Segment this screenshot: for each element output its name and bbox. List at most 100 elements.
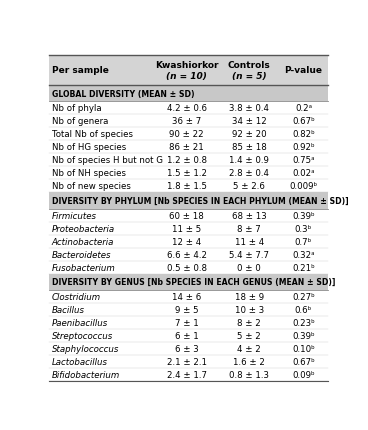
Text: Nb of phyla: Nb of phyla [52,104,101,113]
Bar [49,167,328,180]
Text: 60 ± 18: 60 ± 18 [169,211,204,220]
Text: Fusobacterium: Fusobacterium [52,263,116,272]
Bar [49,209,328,222]
Text: 1.8 ± 1.5: 1.8 ± 1.5 [166,182,206,191]
Text: 0.75ᵃ: 0.75ᵃ [292,156,315,165]
Text: 2.4 ± 1.7: 2.4 ± 1.7 [166,370,206,379]
Text: 0.3ᵇ: 0.3ᵇ [295,224,312,233]
Text: Nb of new species: Nb of new species [52,182,131,191]
Text: Streptococcus: Streptococcus [52,331,113,340]
Text: 85 ± 18: 85 ± 18 [232,143,266,152]
Text: 0.6ᵇ: 0.6ᵇ [295,305,312,314]
Bar [49,329,328,342]
Text: 9 ± 5: 9 ± 5 [175,305,198,314]
Bar [49,55,328,86]
Text: Lactobacillus: Lactobacillus [52,357,108,366]
Text: Kwashiorkor: Kwashiorkor [155,61,218,70]
Text: (n = 5): (n = 5) [232,71,266,80]
Text: 14 ± 6: 14 ± 6 [172,292,201,301]
Text: 1.5 ± 1.2: 1.5 ± 1.2 [166,169,206,178]
Text: 2.8 ± 0.4: 2.8 ± 0.4 [229,169,269,178]
Text: 0.09ᵇ: 0.09ᵇ [292,370,315,379]
Text: 0.39ᵇ: 0.39ᵇ [292,331,315,340]
Text: 1.4 ± 0.9: 1.4 ± 0.9 [229,156,269,165]
Text: DIVERSITY BY PHYLUM [Nb SPECIES IN EACH PHYLUM (MEAN ± SD)]: DIVERSITY BY PHYLUM [Nb SPECIES IN EACH … [52,197,348,206]
Text: 0.67ᵇ: 0.67ᵇ [292,117,315,126]
Text: 0.23ᵇ: 0.23ᵇ [292,318,315,327]
Text: (n = 10): (n = 10) [166,71,207,80]
Text: 10 ± 3: 10 ± 3 [234,305,264,314]
Text: 11 ± 5: 11 ± 5 [172,224,201,233]
Text: Controls: Controls [228,61,270,70]
Bar [49,274,328,290]
Text: 8 ± 2: 8 ± 2 [237,318,261,327]
Text: 5.4 ± 7.7: 5.4 ± 7.7 [229,250,269,259]
Text: Nb of NH species: Nb of NH species [52,169,126,178]
Text: Staphylococcus: Staphylococcus [52,344,119,353]
Text: 90 ± 22: 90 ± 22 [169,130,204,139]
Text: Proteobacteria: Proteobacteria [52,224,115,233]
Text: 0.32ᵃ: 0.32ᵃ [292,250,315,259]
Text: 8 ± 7: 8 ± 7 [237,224,261,233]
Bar [49,86,328,102]
Text: Bacillus: Bacillus [52,305,85,314]
Bar [49,193,328,209]
Text: 1.2 ± 0.8: 1.2 ± 0.8 [166,156,206,165]
Text: 5 ± 2.6: 5 ± 2.6 [233,182,265,191]
Bar [49,303,328,316]
Text: 6 ± 3: 6 ± 3 [175,344,198,353]
Bar [49,141,328,154]
Text: 4.2 ± 0.6: 4.2 ± 0.6 [166,104,206,113]
Text: 0.39ᵇ: 0.39ᵇ [292,211,315,220]
Text: 6.6 ± 4.2: 6.6 ± 4.2 [166,250,206,259]
Text: 0.02ᵃ: 0.02ᵃ [292,169,315,178]
Text: P-value: P-value [284,66,322,75]
Text: 0 ± 0: 0 ± 0 [237,263,261,272]
Text: 6 ± 1: 6 ± 1 [175,331,198,340]
Text: 18 ± 9: 18 ± 9 [234,292,264,301]
Text: Nb of HG species: Nb of HG species [52,143,126,152]
Text: 0.7ᵇ: 0.7ᵇ [295,237,312,246]
Text: 0.8 ± 1.3: 0.8 ± 1.3 [229,370,269,379]
Text: Firmicutes: Firmicutes [52,211,97,220]
Text: 4 ± 2: 4 ± 2 [237,344,261,353]
Text: 0.92ᵇ: 0.92ᵇ [292,143,315,152]
Text: 86 ± 21: 86 ± 21 [169,143,204,152]
Bar [49,128,328,141]
Text: Paenibacillus: Paenibacillus [52,318,108,327]
Text: 1.6 ± 2: 1.6 ± 2 [233,357,265,366]
Bar [49,180,328,193]
Text: 2.1 ± 2.1: 2.1 ± 2.1 [166,357,206,366]
Text: 0.82ᵇ: 0.82ᵇ [292,130,315,139]
Text: Per sample: Per sample [52,66,109,75]
Bar [49,102,328,115]
Text: Nb of species H but not G: Nb of species H but not G [52,156,163,165]
Text: 5 ± 2: 5 ± 2 [237,331,261,340]
Text: GLOBAL DIVERSITY (MEAN ± SD): GLOBAL DIVERSITY (MEAN ± SD) [52,89,194,98]
Text: Clostridium: Clostridium [52,292,101,301]
Text: Bacteroidetes: Bacteroidetes [52,250,111,259]
Text: 68 ± 13: 68 ± 13 [232,211,266,220]
Text: 0.5 ± 0.8: 0.5 ± 0.8 [166,263,206,272]
Bar [49,261,328,274]
Bar [49,290,328,303]
Text: 0.67ᵇ: 0.67ᵇ [292,357,315,366]
Bar [49,235,328,248]
Text: Nb of genera: Nb of genera [52,117,108,126]
Bar [49,355,328,368]
Text: Actinobacteria: Actinobacteria [52,237,114,246]
Bar [49,115,328,128]
Bar [49,248,328,261]
Text: Bifidobacterium: Bifidobacterium [52,370,120,379]
Bar [49,342,328,355]
Text: 7 ± 1: 7 ± 1 [175,318,198,327]
Text: 34 ± 12: 34 ± 12 [232,117,266,126]
Text: 36 ± 7: 36 ± 7 [172,117,201,126]
Text: 12 ± 4: 12 ± 4 [172,237,201,246]
Text: 0.2ᵃ: 0.2ᵃ [295,104,312,113]
Text: DIVERSITY BY GENUS [Nb SPECIES IN EACH GENUS (MEAN ± SD)]: DIVERSITY BY GENUS [Nb SPECIES IN EACH G… [52,278,335,287]
Bar [49,154,328,167]
Text: 0.009ᵇ: 0.009ᵇ [289,182,318,191]
Text: 0.27ᵇ: 0.27ᵇ [292,292,315,301]
Bar [49,368,328,381]
